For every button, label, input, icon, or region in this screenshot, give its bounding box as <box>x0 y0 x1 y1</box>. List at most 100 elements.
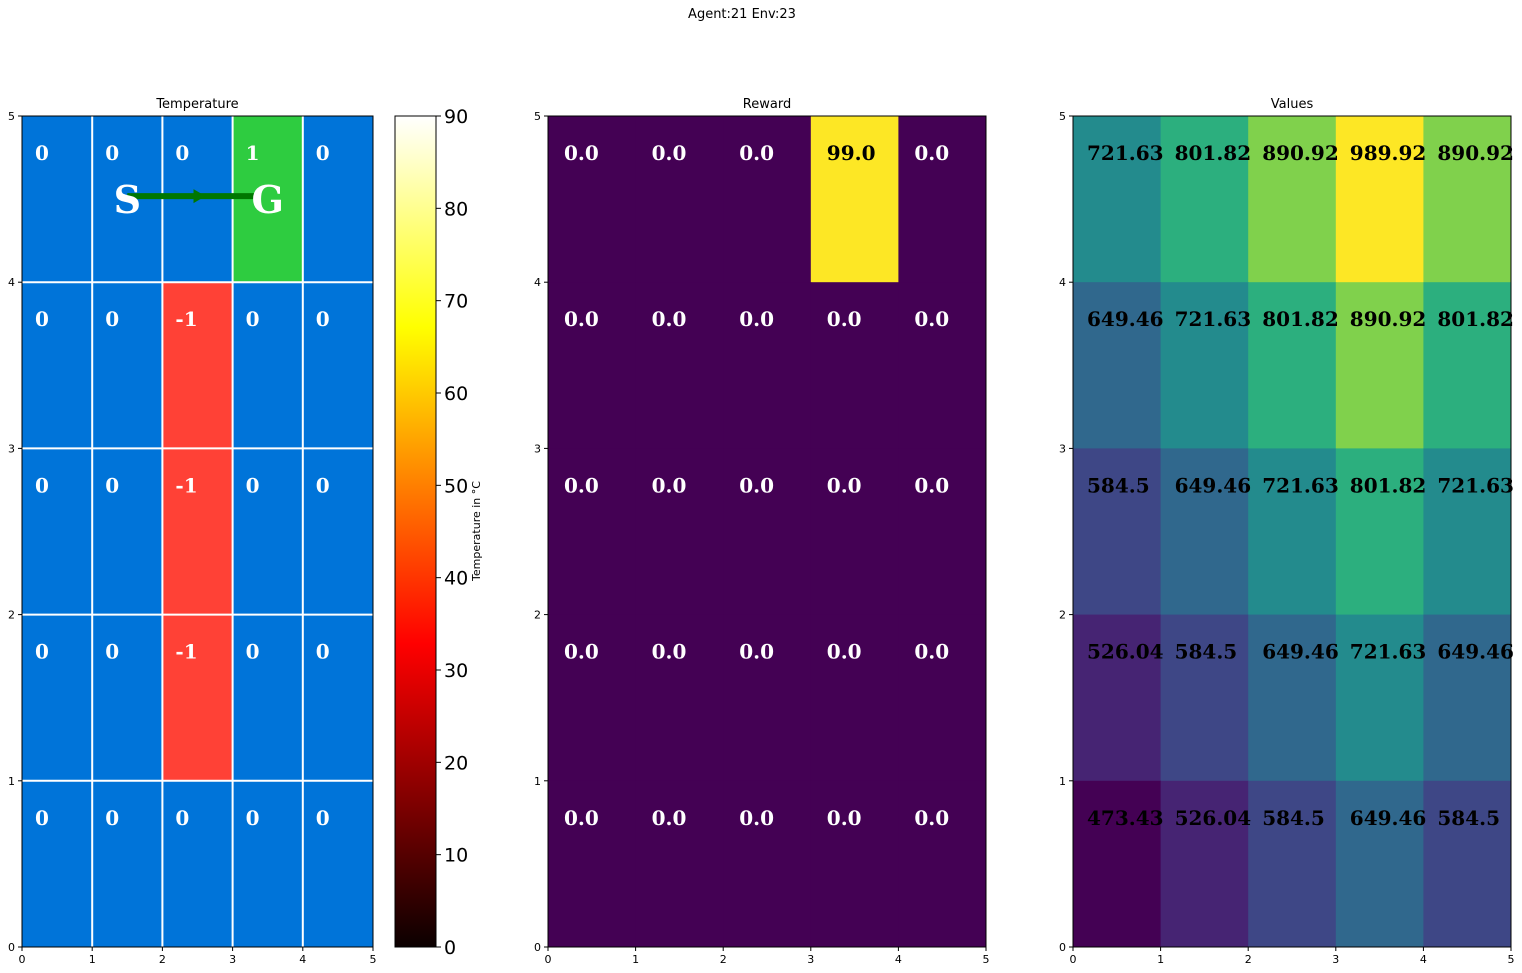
cell-value-label: 0.0 <box>652 307 687 331</box>
heatmap-cell <box>1073 614 1162 782</box>
heatmap-cell <box>723 780 812 948</box>
panel-title: Values <box>1271 97 1314 112</box>
heatmap-cell <box>1335 116 1424 283</box>
cell-label: 0 <box>35 141 49 165</box>
heatmap-cell <box>1248 448 1337 616</box>
heatmap-cell <box>635 780 724 948</box>
cell-label: 0 <box>105 806 119 830</box>
x-tick-label: 4 <box>1420 953 1427 966</box>
y-tick-label: 5 <box>8 110 15 123</box>
heatmap-cell <box>1160 282 1249 449</box>
grid-cell <box>302 780 373 947</box>
grid-cell <box>232 282 303 449</box>
cell-label: 0 <box>105 307 119 331</box>
heatmap-cell <box>1335 614 1424 782</box>
grid-cell <box>162 448 233 615</box>
grid-cell <box>232 448 303 615</box>
cell-value-label: 0.0 <box>914 640 949 664</box>
heatmap-cell <box>1248 780 1337 948</box>
cell-label: 0 <box>105 141 119 165</box>
cell-value-label: 989.92 <box>1350 141 1427 165</box>
x-tick-label: 5 <box>983 953 990 966</box>
cell-value-label: 526.04 <box>1087 640 1164 664</box>
y-tick-label: 3 <box>1059 442 1066 455</box>
cell-label: 0 <box>35 640 49 664</box>
cell-value-label: 649.46 <box>1175 473 1252 497</box>
colorbar-tick-label: 80 <box>444 198 468 220</box>
cell-value-label: 0.0 <box>739 141 774 165</box>
cell-value-label: 0.0 <box>739 307 774 331</box>
cell-value-label: 0.0 <box>739 640 774 664</box>
x-tick-label: 0 <box>545 953 552 966</box>
axes-frame <box>547 115 987 948</box>
x-tick-label: 0 <box>19 953 26 966</box>
heatmap-cell <box>548 282 637 449</box>
heatmap-cell <box>1160 116 1249 283</box>
grid-cell <box>22 780 93 947</box>
heatmap-cell <box>635 282 724 449</box>
y-tick-label: 4 <box>8 276 15 289</box>
grid-cell <box>162 780 233 947</box>
cell-label: 0 <box>246 473 260 497</box>
grid-cell <box>302 116 373 283</box>
cell-value-label: 649.46 <box>1437 640 1514 664</box>
cell-label: 0 <box>316 640 330 664</box>
heatmap-cell <box>1335 282 1424 449</box>
x-tick-label: 1 <box>89 953 96 966</box>
grid-cell <box>22 116 93 283</box>
heatmap-cell <box>898 780 987 948</box>
cell-value-label: 0.0 <box>914 141 949 165</box>
cell-value-label: 721.63 <box>1175 307 1252 331</box>
y-tick-label: 3 <box>8 442 15 455</box>
cell-value-label: 801.82 <box>1175 141 1252 165</box>
cell-label: 0 <box>316 806 330 830</box>
heatmap-cell <box>1073 116 1162 283</box>
cell-value-label: 0.0 <box>652 473 687 497</box>
cell-label: 0 <box>175 806 189 830</box>
cell-value-label: 0.0 <box>564 141 599 165</box>
cell-label: 0 <box>316 307 330 331</box>
x-tick-label: 2 <box>159 953 166 966</box>
cell-label: -1 <box>175 640 197 664</box>
x-tick-label: 2 <box>720 953 727 966</box>
heatmap-cell <box>1073 282 1162 449</box>
grid-cell <box>92 780 163 947</box>
panel-title: Reward <box>743 97 791 112</box>
colorbar-tick-label: 30 <box>444 660 468 682</box>
cell-value-label: 0.0 <box>914 307 949 331</box>
cell-value-label: 0.0 <box>827 307 862 331</box>
cell-label: 0 <box>316 141 330 165</box>
grid-cell <box>302 614 373 781</box>
grid-cell <box>232 614 303 781</box>
cell-value-label: 649.46 <box>1087 307 1164 331</box>
cell-label: 0 <box>246 307 260 331</box>
y-tick-label: 1 <box>1059 775 1066 788</box>
cell-label: 0 <box>35 806 49 830</box>
cell-value-label: 0.0 <box>652 806 687 830</box>
x-tick-label: 3 <box>1332 953 1339 966</box>
heatmap-cell <box>898 282 987 449</box>
x-tick-label: 4 <box>299 953 306 966</box>
cell-value-label: 721.63 <box>1262 473 1339 497</box>
heatmap-cell <box>1160 448 1249 616</box>
colorbar-tick-label: 0 <box>444 937 456 959</box>
cell-value-label: 801.82 <box>1350 473 1427 497</box>
grid-cell <box>162 282 233 449</box>
cell-value-label: 584.5 <box>1437 806 1500 830</box>
y-tick-label: 1 <box>534 775 541 788</box>
cell-value-label: 890.92 <box>1262 141 1339 165</box>
x-tick-label: 1 <box>1157 953 1164 966</box>
cell-value-label: 0.0 <box>564 307 599 331</box>
cell-value-label: 721.63 <box>1437 473 1514 497</box>
heatmap-cell <box>810 116 899 283</box>
heatmap-cell <box>1160 780 1249 948</box>
cell-value-label: 649.46 <box>1262 640 1339 664</box>
panel-title: Temperature <box>155 97 238 112</box>
colorbar-gradient <box>394 115 437 948</box>
cell-label: -1 <box>175 473 197 497</box>
heatmap-cell <box>810 448 899 616</box>
y-tick-label: 0 <box>534 941 541 954</box>
colorbar-tick-label: 40 <box>444 568 468 590</box>
grid-cell <box>232 780 303 947</box>
